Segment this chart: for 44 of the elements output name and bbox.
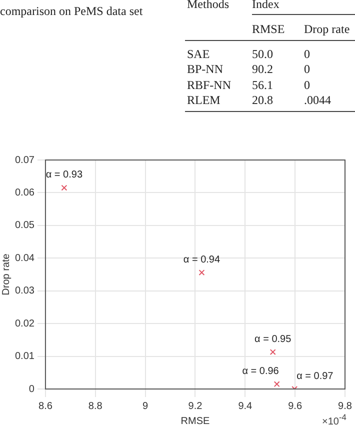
x-tick-label: 9.4 — [238, 400, 253, 412]
x-tick-label: 9 — [142, 400, 149, 412]
text: 90.2 — [252, 62, 273, 76]
point — [270, 349, 276, 356]
point — [274, 381, 280, 388]
text: Drop rate — [304, 22, 350, 36]
y-tick-label: 0 — [28, 384, 35, 395]
annotation: α = 0.94 — [183, 254, 220, 266]
y-tick-label: 0.06 — [14, 187, 35, 198]
point — [198, 270, 205, 276]
text: 50.0 — [252, 47, 273, 61]
y-tick-label: 0.01 — [14, 351, 35, 362]
x-tick-label: 9.2 — [188, 400, 203, 412]
text: 0 — [304, 78, 310, 92]
text: 0 — [304, 47, 310, 61]
x-axis-title: RMSE — [180, 416, 210, 427]
y-tick-label: 0.02 — [14, 318, 35, 330]
x-tick-label: 9.8 — [338, 400, 352, 412]
text: SAE — [187, 47, 210, 61]
text: BP-NN — [187, 62, 224, 76]
y-axis-title: Drop rate — [0, 253, 12, 296]
text: 20.8 — [252, 93, 273, 107]
annotation: α = 0.95 — [254, 334, 292, 345]
y-tick-label: 0.05 — [14, 220, 35, 232]
point — [61, 184, 68, 191]
x-tick-label: 9.6 — [288, 400, 302, 412]
annotation: α = 0.97 — [296, 370, 334, 382]
x-tick-label: 8.8 — [88, 400, 103, 412]
text: .0044 — [304, 93, 331, 107]
text: Index — [252, 0, 280, 11]
annotation: α = 0.93 — [46, 170, 83, 181]
y-tick-label: 0.04 — [14, 252, 35, 264]
text: RLEM — [187, 93, 220, 107]
y-tick-label: 0.07 — [14, 154, 35, 166]
text: Methods — [187, 0, 229, 11]
text: ×10$^{-4}$ — [322, 412, 346, 427]
text: 0 — [304, 62, 310, 76]
y-tick-label: 0.03 — [14, 286, 35, 297]
x-tick-label: 8.6 — [38, 400, 53, 412]
text: 56.1 — [252, 78, 273, 92]
text: RBF-NN — [187, 78, 232, 92]
text: RMSE — [252, 22, 285, 36]
text: comparison on PeMS data set — [0, 4, 143, 18]
annotation: α = 0.96 — [242, 366, 280, 377]
